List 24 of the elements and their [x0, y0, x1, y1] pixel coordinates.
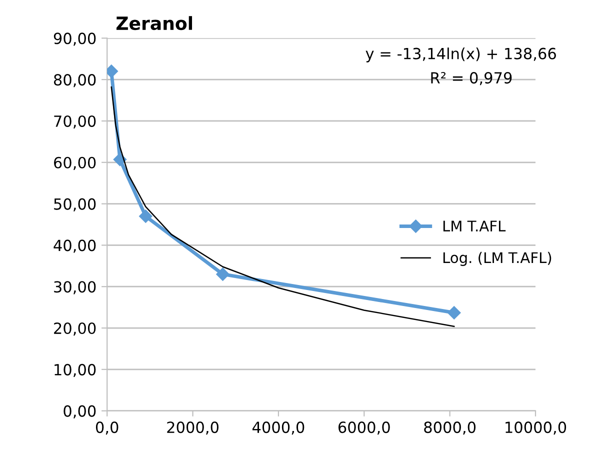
- y-tick-label: 0,00: [64, 405, 96, 418]
- y-tick-label: 60,00: [54, 156, 96, 170]
- y-tick-label: 10,00: [54, 364, 96, 378]
- y-tick-label: 30,00: [54, 281, 96, 294]
- y-tick-label: 50,00: [54, 198, 96, 212]
- annotation: y = -13,14ln(x) + 138,66: [366, 48, 556, 62]
- legend-label: Log. (LM T.AFL): [443, 252, 552, 266]
- point: [216, 268, 230, 281]
- y-tick-label: 90,00: [54, 32, 96, 46]
- y-tick-label: 80,00: [54, 74, 96, 88]
- y-tick-label: 40,00: [54, 240, 96, 253]
- x-tick-label: 10000,0: [506, 422, 566, 435]
- x-tick-label: 2000,0: [167, 422, 218, 435]
- chart-title: Zeranol: [116, 16, 192, 30]
- x-tick-label: 8000,0: [424, 422, 476, 435]
- y-tick-label: 70,00: [54, 115, 96, 129]
- legend-label: LM T.AFL: [443, 220, 506, 232]
- annotation: R² = 0,979: [431, 72, 512, 86]
- x-tick-label: 0,0: [96, 422, 118, 435]
- x-tick-label: 4000,0: [252, 422, 304, 435]
- x-tick-label: 6000,0: [338, 422, 390, 435]
- point: [139, 210, 152, 223]
- point: [448, 306, 461, 320]
- y-tick-label: 20,00: [54, 322, 96, 336]
